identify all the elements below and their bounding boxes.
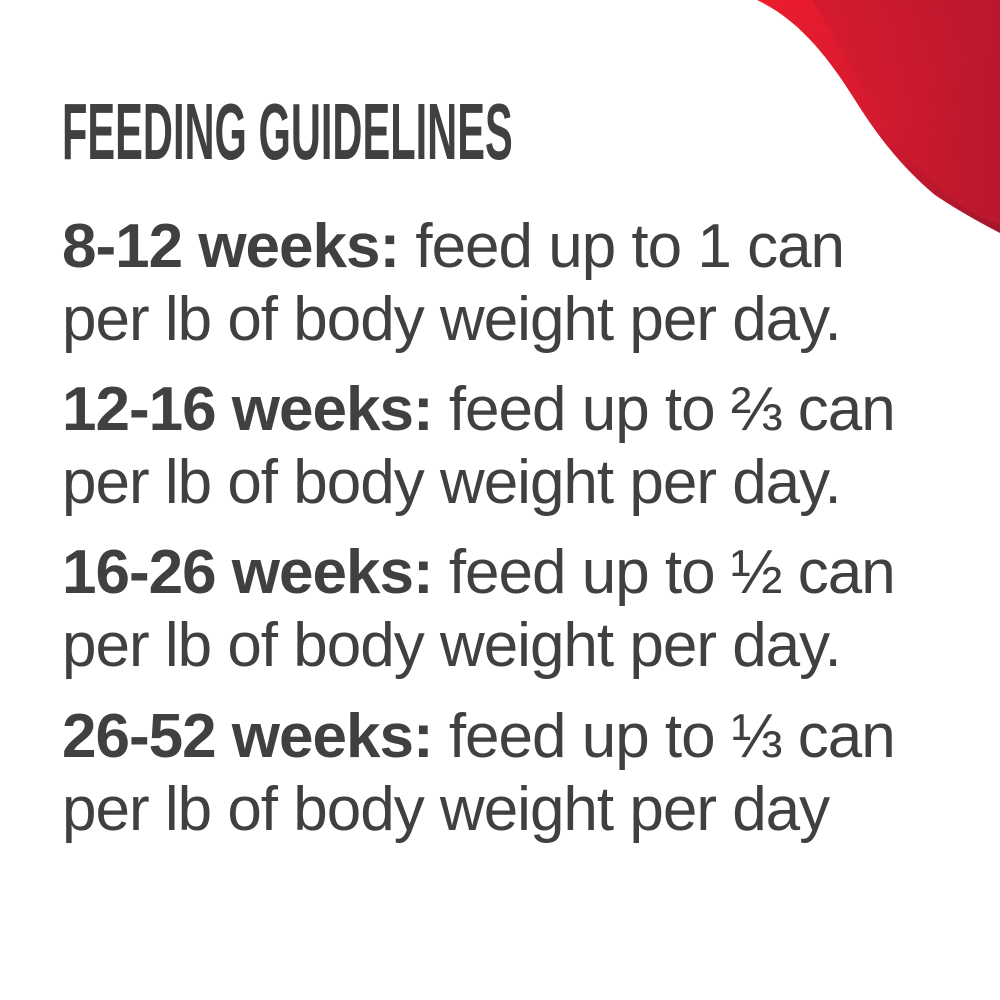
guideline-text: per lb of body weight per day. [62, 448, 842, 517]
guideline-text: per lb of body weight per day. [62, 611, 842, 680]
guideline-entry: 8-12 weeks: feed up to 1 can per lb of b… [62, 210, 845, 356]
guideline-entry: 12-16 weeks: feed up to ⅔ can per lb of … [62, 373, 896, 519]
guideline-text: per lb of body weight per day [62, 775, 830, 844]
guideline-text: feed up to ⅓ can [432, 702, 896, 771]
guideline-text: feed up to ⅔ can [432, 375, 896, 444]
age-range: 8-12 weeks: [62, 212, 400, 281]
age-range: 16-26 weeks: [62, 538, 434, 607]
guideline-text: per lb of body weight per day. [62, 285, 842, 354]
guideline-entry: 16-26 weeks: feed up to ½ can per lb of … [62, 536, 896, 682]
age-range: 12-16 weeks: [62, 375, 434, 444]
guideline-text: feed up to 1 can [399, 212, 845, 281]
guideline-entry: 26-52 weeks: feed up to ⅓ can per lb of … [62, 700, 896, 846]
page-title: FEEDING GUIDELINES [62, 87, 513, 176]
age-range: 26-52 weeks: [62, 702, 434, 771]
guideline-text: feed up to ½ can [432, 538, 896, 607]
